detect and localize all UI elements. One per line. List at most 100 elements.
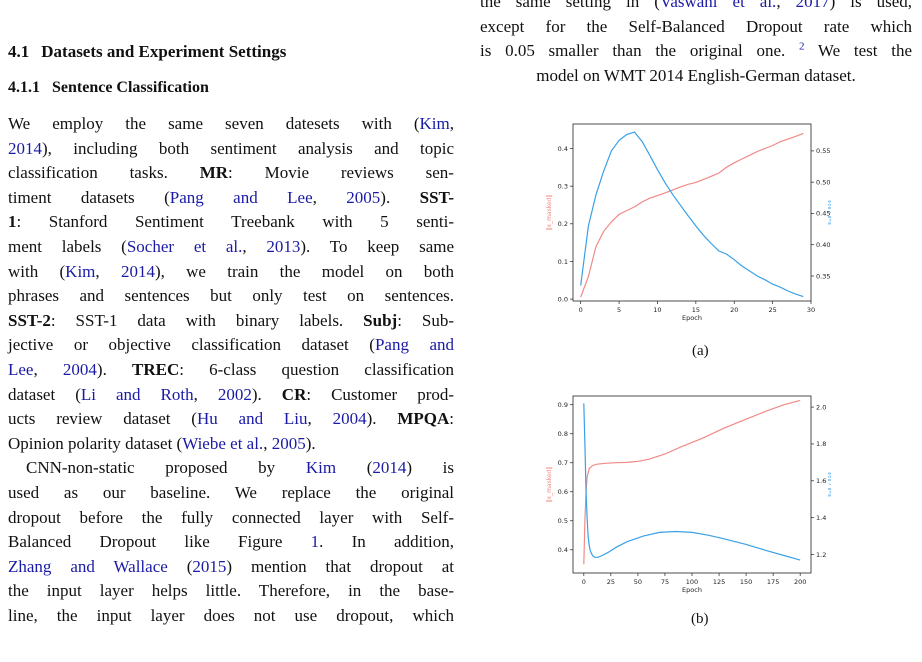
citation-link[interactable]: Li and Roth	[80, 384, 194, 404]
citation-link[interactable]: Vaswani et al.	[659, 0, 777, 11]
text-line: except for the Self-Balanced Dropout rat…	[480, 15, 912, 40]
text-run: ).	[305, 433, 316, 453]
text-line: CNN-non-static proposed by Kim (2014) is	[8, 456, 454, 481]
text-run: ), we train the model on both	[154, 261, 454, 281]
left-y-tick-label: 0.4	[558, 145, 568, 153]
text-line: ucts review dataset (Hu and Liu, 2004). …	[8, 407, 454, 432]
x-tick-label: 30	[807, 306, 815, 314]
x-tick-label: 25	[768, 306, 776, 314]
text-run: We test the	[804, 41, 912, 61]
series-line	[583, 403, 801, 561]
text-run: : Customer prod-	[306, 384, 455, 404]
text-run: dataset (	[8, 384, 81, 404]
citation-link[interactable]: Zhang and Wallace	[8, 556, 168, 576]
left-y-axis-label: ‖x_masked‖	[546, 195, 553, 231]
left-y-tick-label: 0.4	[558, 546, 568, 554]
subsection-heading: 4.1.1 Sentence Classification	[8, 79, 209, 97]
citation-link[interactable]: 2013	[266, 236, 301, 256]
subsection-number: 4.1.1	[8, 79, 40, 96]
text-run: ,	[449, 114, 454, 133]
citation-link[interactable]: Wiebe et al.	[182, 433, 264, 453]
x-axis-label: Epoch	[682, 586, 702, 594]
section-heading: 4.1 Datasets and Experiment Settings	[8, 42, 286, 62]
citation-link[interactable]: Hu and Liu	[196, 409, 308, 429]
citation-link[interactable]: Pang and	[374, 335, 455, 355]
right-y-axis-label: ‖x‖ / ‖x̂‖	[828, 472, 831, 497]
text-run: ) mention that dropout at	[226, 556, 455, 576]
text-run: except for the Self-Balanced Dropout rat…	[480, 16, 912, 36]
citation-link[interactable]: 2004	[62, 359, 97, 379]
citation-link[interactable]: 2005	[346, 187, 381, 207]
bold-term: CR	[281, 384, 307, 404]
citation-link[interactable]: Lee	[8, 359, 34, 379]
citation-link[interactable]: 2002	[217, 384, 252, 404]
series-line	[583, 399, 801, 565]
text-line: Opinion polarity dataset (Wiebe et al., …	[8, 432, 454, 457]
right-y-tick-label: 1.8	[816, 440, 826, 448]
text-run: ,	[95, 261, 121, 281]
citation-link[interactable]: 2014	[8, 138, 42, 158]
citation-link[interactable]: 2014	[372, 458, 407, 478]
left-y-tick-label: 0.3	[558, 182, 568, 190]
x-tick-label: 10	[653, 306, 661, 314]
x-tick-label: 5	[617, 306, 621, 314]
citation-link[interactable]: Socher et al.	[126, 236, 243, 256]
figure-a-caption: (a)	[692, 343, 709, 359]
text-run: ).	[251, 384, 282, 404]
text-line: 1: Stanford Sentiment Treebank with 5 se…	[8, 210, 454, 235]
citation-link[interactable]: 2017	[795, 0, 830, 11]
left-y-tick-label: 0.6	[558, 488, 568, 496]
bold-term: SST-	[419, 187, 454, 207]
citation-link[interactable]: 2014	[120, 261, 155, 281]
right-y-tick-label: 0.55	[816, 147, 830, 155]
citation-link[interactable]: 2005	[271, 433, 306, 453]
text-run: model on WMT 2014 English-German dataset…	[536, 65, 856, 85]
x-tick-label: 25	[607, 578, 615, 586]
text-run: ucts review dataset (	[8, 409, 197, 429]
text-run: (	[167, 556, 193, 576]
citation-link[interactable]: 1	[310, 532, 320, 552]
citation-link[interactable]: Kim	[419, 114, 450, 133]
x-tick-label: 175	[767, 578, 779, 586]
subsection-title: Sentence Classification	[52, 79, 209, 96]
text-run: Balanced Dropout like Figure	[8, 532, 311, 552]
section-title: Datasets and Experiment Settings	[41, 42, 287, 61]
citation-link[interactable]: 2004	[332, 409, 367, 429]
citation-link[interactable]: Pang and Lee	[169, 187, 313, 207]
section-number: 4.1	[8, 42, 30, 61]
footnote-marker[interactable]: 2	[798, 40, 805, 53]
text-run: : 6-class question classification	[179, 359, 455, 379]
text-line: ment labels (Socher et al., 2013). To ke…	[8, 235, 454, 260]
text-run: ).	[366, 409, 398, 429]
text-line: the input layer helps little. Therefore,…	[8, 579, 454, 604]
left-y-tick-label: 0.8	[558, 430, 568, 438]
text-line: line, the input layer does not use dropo…	[8, 604, 454, 629]
left-y-tick-label: 0.5	[558, 517, 568, 525]
text-run: Opinion polarity dataset (	[8, 433, 183, 453]
x-tick-label: 100	[686, 578, 698, 586]
x-axis-label: Epoch	[682, 314, 702, 322]
text-run: line, the input layer does not use dropo…	[8, 605, 454, 625]
text-run: ,	[776, 0, 796, 11]
text-run: : Stanford Sentiment Treebank with 5 sen…	[16, 212, 455, 232]
text-run: ).	[96, 359, 133, 379]
text-line: used as our baseline. We replace the ori…	[8, 481, 454, 506]
bold-term: TREC	[132, 359, 180, 379]
citation-link[interactable]: Kim	[305, 458, 337, 478]
bold-term: Subj	[363, 310, 398, 330]
text-run: with (	[8, 261, 66, 281]
text-run: ).	[380, 187, 420, 207]
right-y-tick-label: 2.0	[816, 403, 826, 411]
text-run: ). To keep same	[300, 236, 455, 256]
right-y-axis-label: ‖x‖ / ‖x̂‖	[828, 200, 831, 225]
text-run: the input layer helps little. Therefore,…	[8, 581, 454, 601]
plot-frame	[572, 395, 812, 574]
left-y-tick-label: 0.9	[558, 401, 568, 409]
text-line: dataset (Li and Roth, 2002). CR: Custome…	[8, 383, 454, 408]
x-tick-label: 20	[730, 306, 738, 314]
citation-link[interactable]: Kim	[65, 261, 96, 281]
citation-link[interactable]: 2015	[192, 556, 227, 576]
text-run: ,	[307, 409, 333, 429]
x-tick-label: 0	[582, 578, 586, 586]
left-y-axis-label: ‖x_masked‖	[546, 467, 553, 503]
